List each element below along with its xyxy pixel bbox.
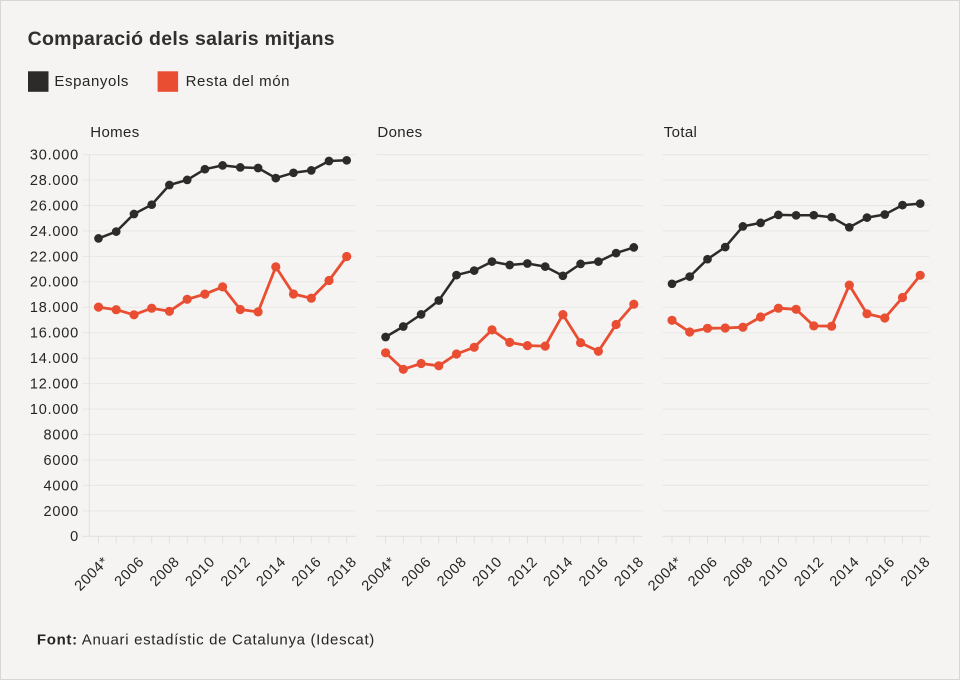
svg-text:2014: 2014 bbox=[827, 554, 863, 590]
svg-text:2010: 2010 bbox=[756, 554, 792, 590]
svg-text:2016: 2016 bbox=[576, 554, 612, 590]
svg-text:26.000: 26.000 bbox=[30, 198, 79, 214]
svg-text:20.000: 20.000 bbox=[30, 275, 79, 291]
svg-text:2016: 2016 bbox=[863, 554, 899, 590]
svg-text:2012: 2012 bbox=[792, 554, 828, 590]
svg-text:22.000: 22.000 bbox=[30, 249, 79, 265]
svg-text:24.000: 24.000 bbox=[30, 224, 79, 240]
svg-text:2004*: 2004* bbox=[359, 554, 399, 594]
svg-text:2006: 2006 bbox=[112, 554, 148, 590]
svg-text:16.000: 16.000 bbox=[30, 326, 79, 342]
svg-text:6000: 6000 bbox=[44, 453, 79, 469]
svg-text:2018: 2018 bbox=[324, 554, 360, 590]
svg-text:10.000: 10.000 bbox=[30, 402, 79, 418]
svg-text:2012: 2012 bbox=[505, 554, 541, 590]
svg-text:14.000: 14.000 bbox=[30, 351, 79, 367]
svg-text:2006: 2006 bbox=[685, 554, 721, 590]
svg-text:2004*: 2004* bbox=[645, 554, 685, 594]
svg-text:Espanyols: Espanyols bbox=[54, 73, 129, 90]
svg-text:Resta del món: Resta del món bbox=[186, 73, 291, 90]
svg-text:2014: 2014 bbox=[541, 554, 577, 590]
svg-text:30.000: 30.000 bbox=[30, 148, 79, 164]
svg-text:2004*: 2004* bbox=[72, 554, 112, 594]
svg-text:2008: 2008 bbox=[147, 554, 183, 590]
svg-text:0: 0 bbox=[70, 529, 79, 545]
svg-text:12.000: 12.000 bbox=[30, 377, 79, 393]
svg-text:4000: 4000 bbox=[44, 478, 79, 494]
svg-text:2008: 2008 bbox=[434, 554, 470, 590]
svg-text:28.000: 28.000 bbox=[30, 173, 79, 189]
svg-text:2006: 2006 bbox=[399, 554, 435, 590]
svg-text:8000: 8000 bbox=[44, 427, 79, 443]
svg-text:2014: 2014 bbox=[254, 554, 290, 590]
svg-text:2018: 2018 bbox=[612, 554, 648, 590]
svg-text:Comparació dels salaris mitjan: Comparació dels salaris mitjans bbox=[28, 28, 335, 50]
svg-text:2010: 2010 bbox=[183, 554, 219, 590]
svg-text:Font: Anuari estadístic de Cat: Font: Anuari estadístic de Catalunya (Id… bbox=[37, 631, 375, 648]
svg-text:2018: 2018 bbox=[898, 554, 934, 590]
svg-text:2016: 2016 bbox=[289, 554, 325, 590]
svg-text:Dones: Dones bbox=[377, 124, 422, 141]
svg-text:2008: 2008 bbox=[721, 554, 757, 590]
svg-text:Total: Total bbox=[664, 124, 697, 141]
svg-text:2010: 2010 bbox=[470, 554, 506, 590]
svg-text:2012: 2012 bbox=[218, 554, 254, 590]
svg-text:2000: 2000 bbox=[44, 504, 79, 520]
svg-text:18.000: 18.000 bbox=[30, 300, 79, 316]
svg-text:Homes: Homes bbox=[90, 124, 139, 141]
